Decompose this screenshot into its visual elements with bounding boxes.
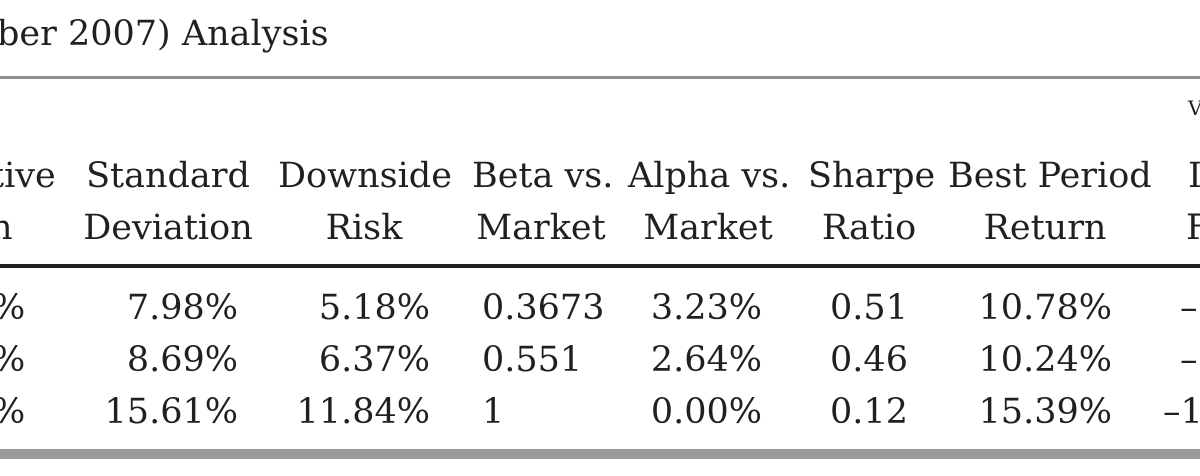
header-worst-period-line1: I xyxy=(1188,156,1200,196)
cell-sharpe-ratio: 0.46 xyxy=(830,340,908,380)
cell-beta-vs-market: 0.551 xyxy=(482,340,583,380)
top-rule xyxy=(0,76,1200,79)
header-line1: Downside xyxy=(278,156,452,196)
header-line1: Standard xyxy=(86,156,250,196)
header-line2: Risk xyxy=(325,208,403,248)
header-line1: tive xyxy=(0,156,56,196)
cell-cumulative-return: % xyxy=(0,340,52,380)
cell-standard-deviation: 7.98% xyxy=(126,288,238,328)
cell-sharpe-ratio: 0.51 xyxy=(830,288,908,328)
header-best-period-return: Best Period Return xyxy=(948,150,1152,254)
header-line1: Alpha vs. xyxy=(628,156,791,196)
header-worst-period-line2: F xyxy=(1186,208,1200,248)
cell-standard-deviation: 15.61% xyxy=(104,392,238,432)
table-caption: ber 2007) Analysis xyxy=(0,14,329,54)
cell-alpha-vs-market: 3.23% xyxy=(650,288,762,328)
bottom-rule xyxy=(0,449,1200,459)
header-line1: Beta vs. xyxy=(472,156,614,196)
header-line2: Market xyxy=(476,208,606,248)
header-line2: Market xyxy=(643,208,773,248)
header-line2: n xyxy=(0,208,13,248)
header-cumulative-return: tive n xyxy=(0,150,60,254)
header-standard-deviation: Standard Deviation xyxy=(78,150,258,254)
header-sharpe-ratio: Sharpe Ratio xyxy=(808,150,936,254)
cell-beta-vs-market: 0.3673 xyxy=(482,288,605,328)
header-line1: Best Period xyxy=(948,156,1152,196)
cell-alpha-vs-market: 0.00% xyxy=(650,392,762,432)
cell-downside-risk: 11.84% xyxy=(296,392,430,432)
header-beta-vs-market: Beta vs. Market xyxy=(472,150,614,254)
header-rule xyxy=(0,264,1200,268)
cell-best-period-return: 10.78% xyxy=(978,288,1112,328)
cell-downside-risk: 5.18% xyxy=(318,288,430,328)
cell-downside-risk: 6.37% xyxy=(318,340,430,380)
header-line2: Return xyxy=(983,208,1107,248)
cell-alpha-vs-market: 2.64% xyxy=(650,340,762,380)
cell-worst-period-return: – xyxy=(1180,340,1198,380)
cell-cumulative-return: % xyxy=(0,392,52,432)
cell-beta-vs-market: 1 xyxy=(482,392,505,432)
cell-best-period-return: 15.39% xyxy=(978,392,1112,432)
header-downside-risk: Downside Risk xyxy=(278,150,452,254)
header-line1: Sharpe xyxy=(808,156,936,196)
cell-worst-period-return: – xyxy=(1180,288,1198,328)
cell-best-period-return: 10.24% xyxy=(978,340,1112,380)
header-worst-period-line0: V xyxy=(1188,96,1200,120)
header-line2: Ratio xyxy=(821,208,917,248)
cell-standard-deviation: 8.69% xyxy=(126,340,238,380)
header-line2: Deviation xyxy=(83,208,253,248)
cell-worst-period-return: –1 xyxy=(1163,392,1200,432)
cell-cumulative-return: % xyxy=(0,288,52,328)
cell-sharpe-ratio: 0.12 xyxy=(830,392,908,432)
header-alpha-vs-market: Alpha vs. Market xyxy=(628,150,791,254)
